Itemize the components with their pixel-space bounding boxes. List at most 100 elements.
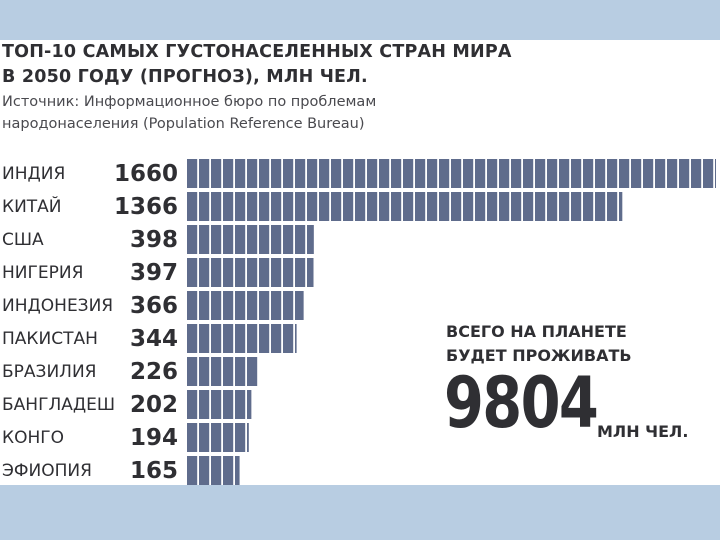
bar-segment bbox=[595, 159, 606, 188]
bar-segment bbox=[199, 423, 210, 452]
bar-segment bbox=[235, 159, 246, 188]
bar-segment bbox=[199, 291, 210, 320]
bar-segment bbox=[283, 258, 294, 287]
bar-segment bbox=[211, 291, 222, 320]
bar-segment bbox=[271, 192, 282, 221]
bar-segment bbox=[331, 192, 342, 221]
bar-segment bbox=[211, 456, 222, 485]
bar-segment bbox=[199, 357, 210, 386]
bar-segment bbox=[619, 159, 630, 188]
bar-segment bbox=[583, 192, 594, 221]
bar-segment bbox=[223, 390, 234, 419]
bar-segment bbox=[247, 159, 258, 188]
bar-segment bbox=[427, 192, 438, 221]
value-label: 194 bbox=[130, 425, 178, 451]
bar-segment bbox=[463, 192, 474, 221]
bar-segment bbox=[199, 390, 210, 419]
bar-segment bbox=[247, 357, 258, 386]
bar-segment bbox=[271, 225, 282, 254]
total-label-line1: ВСЕГО НА ПЛАНЕТЕ bbox=[446, 322, 627, 341]
bar-segment bbox=[235, 291, 246, 320]
category-label: БАНГЛАДЕШ bbox=[2, 395, 115, 415]
bar-segment bbox=[271, 291, 282, 320]
bar-segment bbox=[343, 192, 354, 221]
bar-segment bbox=[271, 258, 282, 287]
chart-source-line1: Источник: Информационное бюро по проблем… bbox=[2, 94, 377, 110]
bar-segment bbox=[367, 159, 378, 188]
bar-segment bbox=[451, 159, 462, 188]
bar-segment bbox=[487, 159, 498, 188]
bar-segment bbox=[247, 258, 258, 287]
bar-segment bbox=[283, 291, 294, 320]
bar-segment bbox=[223, 456, 234, 485]
bar-segment bbox=[271, 324, 282, 353]
bar-segment bbox=[499, 159, 510, 188]
value-label: 366 bbox=[130, 293, 178, 319]
category-label: НИГЕРИЯ bbox=[2, 263, 83, 283]
bar-segment bbox=[187, 291, 198, 320]
bar-segment bbox=[439, 192, 450, 221]
bar-segment bbox=[427, 159, 438, 188]
bar-segment bbox=[475, 192, 486, 221]
bar-segment bbox=[247, 192, 258, 221]
bar bbox=[187, 423, 249, 452]
bar-segment bbox=[223, 357, 234, 386]
bar-segment bbox=[631, 159, 642, 188]
bar-segment bbox=[223, 258, 234, 287]
bar-segment bbox=[295, 291, 304, 320]
bar-segment bbox=[187, 225, 198, 254]
bar-segment bbox=[499, 192, 510, 221]
chart-title-line2: В 2050 ГОДУ (ПРОГНОЗ), МЛН ЧЕЛ. bbox=[2, 67, 368, 87]
chart-source: Источник: Информационное бюро по проблем… bbox=[2, 91, 462, 135]
bar-segment bbox=[319, 192, 330, 221]
bar-segment bbox=[511, 192, 522, 221]
bar-segment bbox=[655, 159, 666, 188]
category-label: КИТАЙ bbox=[2, 195, 62, 217]
bar bbox=[187, 456, 240, 485]
bar-segment bbox=[211, 192, 222, 221]
bar-segment bbox=[235, 324, 246, 353]
bar-segment bbox=[235, 357, 246, 386]
bar-segment bbox=[715, 159, 716, 188]
bar-segment bbox=[391, 192, 402, 221]
bar-segment bbox=[451, 192, 462, 221]
bar-segment bbox=[247, 324, 258, 353]
category-label: БРАЗИЛИЯ bbox=[2, 362, 96, 382]
bar-segment bbox=[283, 225, 294, 254]
bar-segment bbox=[199, 159, 210, 188]
bar-segment bbox=[259, 258, 270, 287]
bar-segment bbox=[307, 258, 314, 287]
bar-segment bbox=[223, 159, 234, 188]
bar-segment bbox=[355, 159, 366, 188]
value-label: 202 bbox=[130, 392, 178, 418]
bar-segment bbox=[415, 192, 426, 221]
bar-segment bbox=[235, 390, 246, 419]
bar-segment bbox=[199, 324, 210, 353]
total-unit: МЛН ЧЕЛ. bbox=[597, 422, 689, 441]
bar-segment bbox=[247, 225, 258, 254]
bar bbox=[187, 159, 716, 188]
bar-segment bbox=[403, 192, 414, 221]
bar-segment bbox=[223, 423, 234, 452]
value-label: 1660 bbox=[114, 161, 178, 187]
bar bbox=[187, 324, 297, 353]
bar-segment bbox=[487, 192, 498, 221]
chart-source-line2: народонаселения (Population Reference Bu… bbox=[2, 116, 365, 132]
bar-chart: ИНДИЯ 1660 КИТАЙ 1366 США 398 НИГЕРИЯ 397 ИНДОНЕ… bbox=[2, 159, 716, 485]
bar-segment bbox=[307, 159, 318, 188]
value-label: 397 bbox=[130, 260, 178, 286]
bar-segment bbox=[187, 258, 198, 287]
slide-panel: ТОП-10 САМЫХ ГУСТОНАСЕЛЕННЫХ СТРАН МИРА … bbox=[0, 40, 720, 485]
category-label: ИНДОНЕЗИЯ bbox=[2, 296, 113, 316]
bar-segment bbox=[703, 159, 714, 188]
bar-segment bbox=[211, 159, 222, 188]
bar-segment bbox=[547, 159, 558, 188]
bar-segment bbox=[643, 159, 654, 188]
bar bbox=[187, 357, 258, 386]
bar-segment bbox=[379, 192, 390, 221]
bar-segment bbox=[187, 423, 198, 452]
bar-segment bbox=[199, 192, 210, 221]
bar-segment bbox=[283, 192, 294, 221]
bar-segment bbox=[235, 225, 246, 254]
bar-segment bbox=[199, 225, 210, 254]
